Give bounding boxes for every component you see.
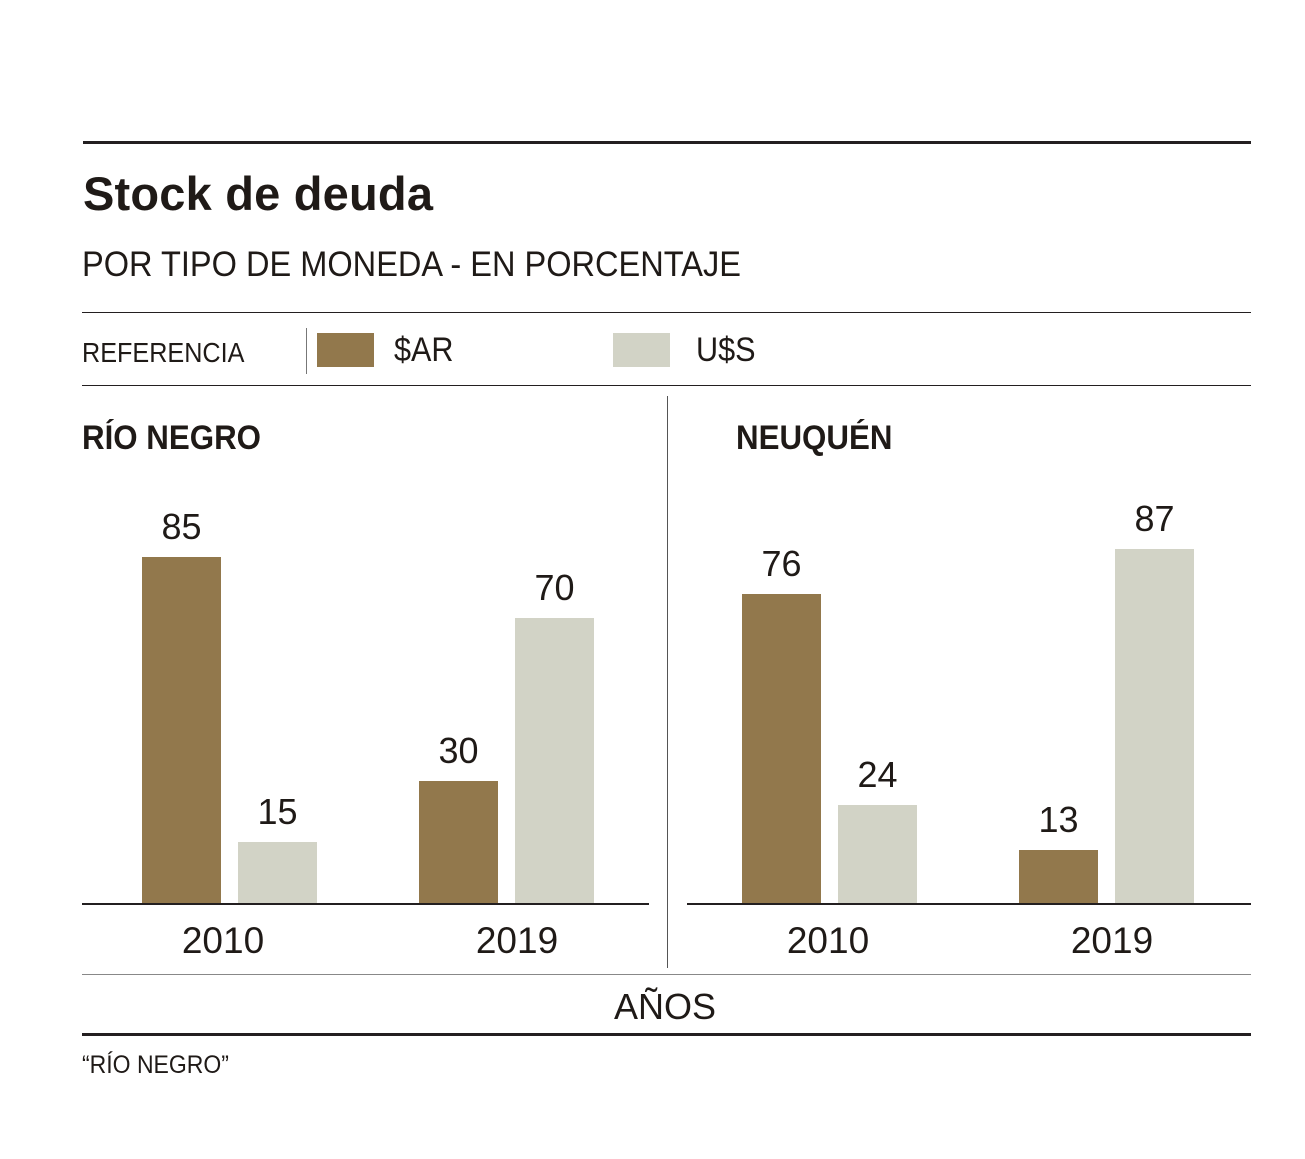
value-label-rio-negro-2010-usd: 15 [257,790,298,832]
legend-swatch-ars [317,333,374,367]
value-label-neuquen-2019-usd: 87 [1134,497,1175,539]
bar-rio-negro-2019-usd [515,618,594,903]
value-label-neuquen-2010-ars: 76 [761,542,802,584]
source-credit: “RÍO NEGRO” [82,1051,229,1079]
bar-rio-negro-2010-usd [238,841,317,903]
bar-neuquen-2010-usd [838,805,917,903]
x-axis-label: AÑOS [613,986,717,1027]
year-label-neuquen-2019: 2019 [1070,920,1154,961]
baseline-neuquen [687,903,1251,905]
legend-top-rule [82,312,1251,313]
legend-text-usd: U$S [696,331,756,369]
chart-title: Stock de deuda [83,167,434,220]
panel-title-neuquen: NEUQUÉN [736,419,893,457]
top-rule [83,141,1251,144]
value-label-rio-negro-2010-ars: 85 [161,506,202,548]
value-label-neuquen-2019-ars: 13 [1038,799,1079,841]
panel-title-rio-negro: RÍO NEGRO [82,419,262,457]
legend-swatch-usd [613,333,670,367]
legend-bottom-rule [82,385,1251,386]
year-label-rio-negro-2019: 2019 [475,920,559,961]
value-label-rio-negro-2019-usd: 70 [534,567,575,609]
bar-neuquen-2010-ars [742,593,821,903]
bottom-rule [82,1033,1251,1036]
bar-rio-negro-2019-ars [419,780,498,903]
legend-divider [306,328,307,374]
baseline-rio-negro [82,903,649,905]
year-label-neuquen-2010: 2010 [786,920,870,961]
value-label-neuquen-2010-usd: 24 [857,754,898,796]
value-label-rio-negro-2019-ars: 30 [438,729,479,771]
legend-label: REFERENCIA [82,337,245,368]
chart-subtitle: POR TIPO DE MONEDA - EN PORCENTAJE [82,245,741,284]
legend-text-ars: $AR [394,331,454,369]
bar-neuquen-2019-ars [1019,850,1098,903]
bar-neuquen-2019-usd [1115,548,1194,903]
axis-label-rule [82,974,1251,975]
bar-rio-negro-2010-ars [142,557,221,903]
panel-divider [667,396,668,968]
year-label-rio-negro-2010: 2010 [181,920,265,961]
